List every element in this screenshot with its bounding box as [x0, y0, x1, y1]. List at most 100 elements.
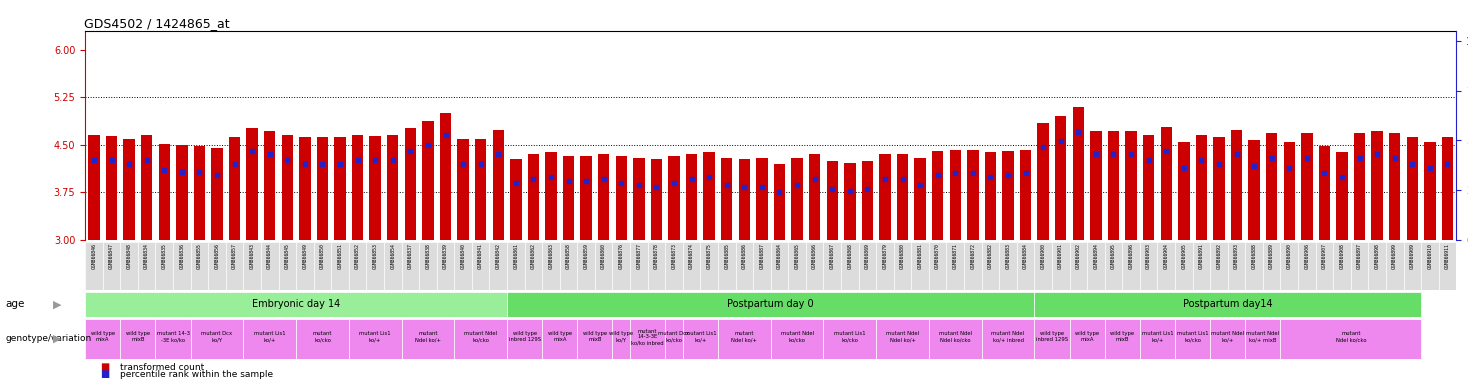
- Bar: [932, 151, 944, 240]
- Text: mutant Ndel
Ndel ko/cko: mutant Ndel Ndel ko/cko: [938, 331, 972, 342]
- Text: GSM866907: GSM866907: [1321, 243, 1327, 269]
- Bar: [1439, 242, 1456, 290]
- Text: GSM866896: GSM866896: [1129, 243, 1133, 269]
- Text: GSM866873: GSM866873: [671, 243, 677, 269]
- Bar: [402, 319, 454, 359]
- Text: mutant 14-3
-3E ko/ko: mutant 14-3 -3E ko/ko: [157, 331, 189, 342]
- Bar: [841, 242, 859, 290]
- Text: GSM866844: GSM866844: [267, 243, 272, 269]
- Bar: [471, 242, 489, 290]
- Bar: [509, 159, 521, 240]
- Text: GSM866850: GSM866850: [320, 243, 324, 269]
- Text: mutant Lis1
ko/cko: mutant Lis1 ko/cko: [1177, 331, 1208, 342]
- Bar: [156, 319, 191, 359]
- Bar: [299, 137, 311, 240]
- Bar: [595, 242, 612, 290]
- Bar: [349, 319, 402, 359]
- Text: GSM866892: GSM866892: [1217, 243, 1221, 269]
- Bar: [282, 136, 294, 240]
- Bar: [1265, 134, 1277, 240]
- Bar: [915, 157, 926, 240]
- Text: GSM866839: GSM866839: [443, 243, 448, 269]
- Bar: [897, 154, 909, 240]
- Bar: [1179, 142, 1189, 240]
- Bar: [1210, 242, 1227, 290]
- Text: GSM866835: GSM866835: [161, 243, 167, 269]
- Bar: [809, 154, 821, 240]
- Text: GSM866880: GSM866880: [900, 243, 906, 269]
- Bar: [1003, 151, 1014, 240]
- Bar: [85, 292, 506, 317]
- Text: GSM866895: GSM866895: [1111, 243, 1116, 269]
- Bar: [506, 242, 524, 290]
- Text: GSM866879: GSM866879: [882, 243, 888, 269]
- Bar: [950, 150, 962, 240]
- Bar: [1318, 146, 1330, 240]
- Bar: [771, 319, 824, 359]
- Text: GSM866885: GSM866885: [724, 243, 730, 269]
- Bar: [964, 242, 982, 290]
- Bar: [1227, 242, 1245, 290]
- Bar: [1371, 131, 1383, 240]
- Bar: [1174, 319, 1210, 359]
- Bar: [1245, 319, 1280, 359]
- Bar: [824, 242, 841, 290]
- Bar: [1351, 242, 1368, 290]
- Bar: [577, 319, 612, 359]
- Text: ▶: ▶: [53, 334, 62, 344]
- Bar: [349, 242, 367, 290]
- Text: GSM866848: GSM866848: [126, 243, 132, 269]
- Bar: [297, 319, 349, 359]
- Bar: [405, 128, 415, 240]
- Bar: [1161, 127, 1171, 240]
- Bar: [436, 242, 454, 290]
- Text: wild type
mixB: wild type mixB: [1110, 331, 1135, 342]
- Bar: [876, 242, 894, 290]
- Text: GSM866903: GSM866903: [1147, 243, 1151, 269]
- Bar: [545, 152, 556, 240]
- Bar: [1192, 242, 1210, 290]
- Bar: [1280, 319, 1421, 359]
- Text: mutant Lis1
ko/+: mutant Lis1 ko/+: [1142, 331, 1173, 342]
- Text: GSM866836: GSM866836: [179, 243, 185, 269]
- Bar: [335, 137, 346, 240]
- Text: GSM866878: GSM866878: [653, 243, 659, 269]
- Text: mutant Ndel
ko/+ mixB: mutant Ndel ko/+ mixB: [1246, 331, 1280, 342]
- Text: GSM866881: GSM866881: [918, 243, 922, 269]
- Text: GSM866875: GSM866875: [706, 243, 712, 269]
- Bar: [1280, 242, 1298, 290]
- Bar: [982, 242, 1000, 290]
- Text: GSM866908: GSM866908: [1339, 243, 1345, 269]
- Bar: [826, 161, 838, 240]
- Text: GSM866855: GSM866855: [197, 243, 203, 269]
- Bar: [1301, 134, 1312, 240]
- Bar: [929, 319, 982, 359]
- Bar: [297, 242, 314, 290]
- Bar: [352, 136, 363, 240]
- Text: GSM866862: GSM866862: [531, 243, 536, 269]
- Text: GSM866884: GSM866884: [1023, 243, 1028, 269]
- Bar: [1020, 150, 1032, 240]
- Bar: [103, 242, 120, 290]
- Bar: [85, 319, 120, 359]
- Text: GSM866837: GSM866837: [408, 243, 413, 269]
- Bar: [279, 242, 297, 290]
- Bar: [138, 242, 156, 290]
- Bar: [88, 136, 100, 240]
- Text: GSM866891: GSM866891: [1199, 243, 1204, 269]
- Bar: [1403, 242, 1421, 290]
- Bar: [630, 319, 665, 359]
- Bar: [458, 139, 468, 240]
- Bar: [844, 163, 856, 240]
- Text: GSM866859: GSM866859: [584, 243, 589, 269]
- Text: GSM866886: GSM866886: [741, 243, 747, 269]
- Text: mutant Ndel
ko/cko: mutant Ndel ko/cko: [464, 331, 498, 342]
- Text: transformed count: transformed count: [120, 363, 204, 372]
- Bar: [454, 319, 506, 359]
- Bar: [1368, 242, 1386, 290]
- Text: GSM866847: GSM866847: [109, 243, 115, 269]
- Bar: [493, 130, 504, 240]
- Text: GSM866865: GSM866865: [794, 243, 800, 269]
- Bar: [665, 319, 683, 359]
- Text: ▶: ▶: [53, 299, 62, 310]
